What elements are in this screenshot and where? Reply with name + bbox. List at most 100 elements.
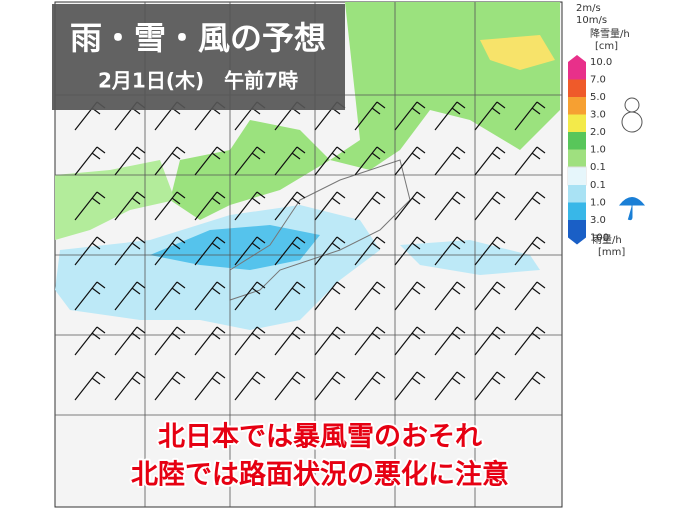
wind-barb — [274, 146, 306, 176]
wind-barb — [74, 326, 106, 356]
scale-color — [568, 62, 586, 80]
wind-barb — [74, 146, 106, 176]
wind-barb — [74, 371, 106, 401]
scale-cap — [568, 237, 586, 245]
scale-color — [568, 132, 586, 150]
legend: 2m/s 10m/s 降雪量/h [cm] 雨量/h [mm] 10.0 7.0 5… — [567, 3, 646, 258]
wind-barb — [474, 326, 506, 356]
scale-label: 1.0 — [590, 198, 606, 209]
wind-barb — [114, 371, 146, 401]
scale-color — [568, 185, 586, 203]
wind-barb — [394, 281, 426, 311]
wind-barb — [434, 281, 466, 311]
wind-barb — [234, 326, 266, 356]
caption: 北陸では路面状況の悪化に注意 — [131, 459, 509, 491]
rain-area — [400, 240, 540, 275]
wind-barb — [274, 281, 306, 311]
wind-barb — [474, 281, 506, 311]
wind-barb — [114, 236, 146, 266]
wind-barb — [474, 191, 506, 221]
wind-barb — [234, 191, 266, 221]
wind-barb — [154, 146, 186, 176]
wind-barb — [434, 191, 466, 221]
wind-barb — [114, 326, 146, 356]
wind-barb — [474, 236, 506, 266]
scale-label: 0.1 — [590, 162, 606, 173]
wind-barb — [394, 371, 426, 401]
wind-barb — [274, 191, 306, 221]
wind-barb — [434, 101, 466, 131]
wind-barb — [234, 146, 266, 176]
wind-barb — [194, 326, 226, 356]
scale-color — [568, 220, 586, 238]
wind-barb — [114, 146, 146, 176]
rain-heavy — [150, 225, 320, 270]
title: 雨・雪・風の予想 — [70, 19, 326, 57]
wind-barb — [434, 326, 466, 356]
scale-color — [568, 97, 586, 115]
scale-label: 100 — [590, 233, 609, 244]
scale-label: 3.0 — [590, 110, 606, 121]
rain-label: 雨量/h — [592, 234, 622, 246]
wind-barb — [314, 326, 346, 356]
wind-barb — [154, 281, 186, 311]
wind-barb — [514, 281, 546, 311]
wind-barb — [434, 371, 466, 401]
wind-barb — [354, 281, 386, 311]
wind-barb — [354, 371, 386, 401]
scale-color — [568, 79, 586, 97]
scale-label: 2.0 — [590, 127, 606, 138]
datetime: 2月1日(木) 午前7時 — [98, 69, 298, 93]
wind-barb — [194, 191, 226, 221]
wind-barb — [234, 371, 266, 401]
wind-barb — [474, 101, 506, 131]
wind-barb — [74, 236, 106, 266]
scale-label: 0.1 — [590, 180, 606, 191]
wind-barb — [194, 146, 226, 176]
snowman-icon — [624, 97, 640, 113]
snowman-icon — [621, 111, 643, 133]
rain-unit: [mm] — [598, 247, 625, 258]
wind-barb — [154, 236, 186, 266]
wind-barb — [394, 236, 426, 266]
snow-label: 降雪量/h — [590, 27, 630, 40]
wind-barb — [514, 326, 546, 356]
wind-barb — [74, 281, 106, 311]
wind-barb — [354, 326, 386, 356]
wind-barb — [474, 371, 506, 401]
wind-barb — [234, 236, 266, 266]
wind-barb — [194, 281, 226, 311]
scale-label: 5.0 — [590, 92, 606, 103]
scale-label: 3.0 — [590, 215, 606, 226]
scale-color — [568, 167, 586, 185]
wind-barb — [394, 146, 426, 176]
wind-legend: 2m/s — [576, 3, 601, 14]
wind-barb — [354, 236, 386, 266]
wind-legend: 10m/s — [576, 15, 607, 26]
wind-barb — [314, 236, 346, 266]
snow-area — [170, 2, 560, 220]
wind-barb — [434, 146, 466, 176]
wind-barb — [434, 236, 466, 266]
wind-barb — [394, 191, 426, 221]
scale-color — [568, 149, 586, 167]
wind-barb — [314, 191, 346, 221]
umbrella-icon — [618, 197, 646, 221]
wind-barb — [394, 326, 426, 356]
scale-color — [568, 114, 586, 132]
wind-barb — [314, 146, 346, 176]
snow-heavy — [480, 35, 555, 70]
wind-barb — [314, 281, 346, 311]
caption: 北日本では暴風雪のおそれ — [158, 422, 482, 453]
scale-color — [568, 202, 586, 220]
snow-unit: [cm] — [595, 41, 618, 52]
scale-label: 10.0 — [590, 57, 612, 68]
wind-barb — [474, 146, 506, 176]
wind-barb — [194, 236, 226, 266]
wind-barb — [314, 371, 346, 401]
wind-barb — [514, 146, 546, 176]
wind-barb — [514, 236, 546, 266]
wind-barb — [354, 191, 386, 221]
wind-barbs — [74, 101, 546, 401]
